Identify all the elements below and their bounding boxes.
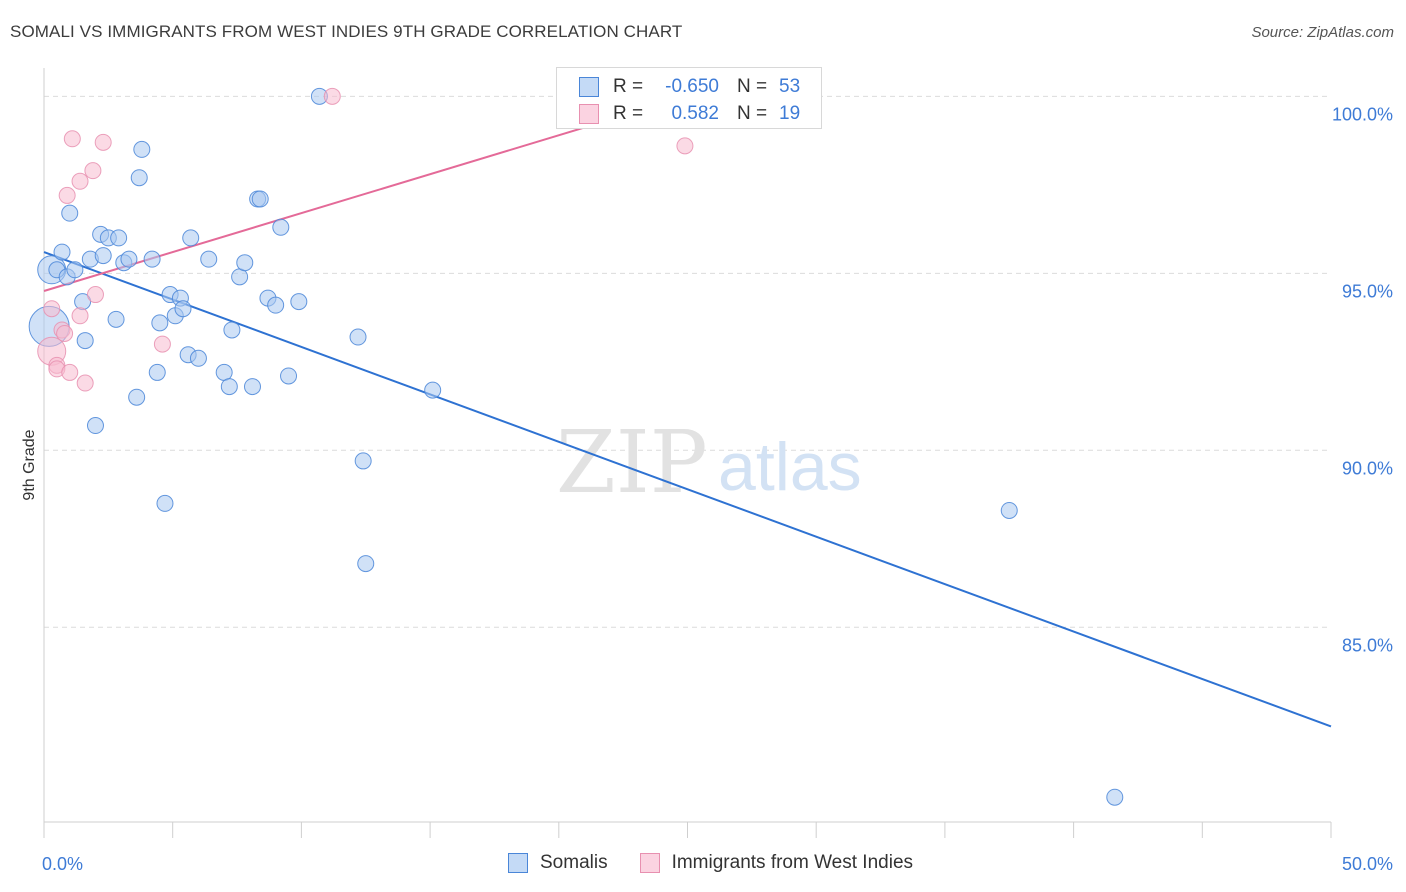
somali-point <box>133 140 151 158</box>
somali-point <box>223 321 241 339</box>
somali-point <box>151 314 169 332</box>
somali-point <box>182 229 200 247</box>
west-indies-legend-swatch <box>639 853 660 873</box>
somali-point <box>280 367 298 385</box>
west-indies-point <box>153 335 171 353</box>
west-indies-r-value: 0.582 <box>671 103 719 124</box>
west-indies-point <box>84 162 102 180</box>
west-indies-point <box>63 130 81 148</box>
legend-row-somali: R = -0.650 N = 53 <box>579 74 800 100</box>
y-tick-label: 95.0% <box>1342 281 1393 301</box>
somali-r-value: -0.650 <box>665 76 719 97</box>
somali-point <box>354 452 372 470</box>
west-indies-point <box>43 300 61 318</box>
somali-point <box>107 310 125 328</box>
somali-point <box>61 204 79 222</box>
somali-swatch <box>579 77 599 97</box>
somalis-legend-swatch <box>508 853 528 873</box>
somali-point <box>86 417 104 435</box>
y-tick-label: 100.0% <box>1332 104 1393 124</box>
somali-trend-line <box>43 251 1332 728</box>
somali-point <box>143 250 161 268</box>
west-indies-legend-label: Immigrants from West Indies <box>671 852 914 873</box>
somali-point <box>174 300 192 318</box>
legend-item-somalis: Somalis <box>508 852 608 874</box>
watermark: ZIP atlas <box>556 413 862 513</box>
somali-point <box>251 190 269 208</box>
west-indies-n-label: N = <box>737 103 768 124</box>
somali-r-label: R = <box>613 76 644 97</box>
somali-point <box>357 555 375 573</box>
somali-point <box>76 332 94 350</box>
west-indies-point <box>86 286 104 304</box>
point-layer <box>28 87 1124 806</box>
x-tick-label: 50.0% <box>1342 854 1393 874</box>
somali-point <box>156 494 174 512</box>
source-credit: Source: ZipAtlas.com <box>1251 24 1394 41</box>
somali-point <box>148 363 166 381</box>
west-indies-point <box>71 172 89 190</box>
x-tick-label: 0.0% <box>42 854 83 874</box>
somali-point <box>290 293 308 311</box>
west-indies-point <box>58 186 76 204</box>
somali-point <box>267 296 285 314</box>
somali-n-label: N = <box>737 76 768 97</box>
somali-point <box>215 363 233 381</box>
somali-point <box>53 243 71 261</box>
somali-point <box>1000 501 1018 519</box>
west-indies-n-value: 19 <box>779 103 801 124</box>
tick-layer: 100.0% 95.0% 90.0% 85.0% 0.0% 50.0% <box>42 104 1393 874</box>
somali-point <box>236 254 254 272</box>
west-indies-swatch <box>579 104 599 124</box>
somali-point <box>110 229 128 247</box>
correlation-legend: R = -0.650 N = 53 R = 0.582 N = 19 <box>556 67 822 129</box>
west-indies-point <box>71 307 89 325</box>
y-axis-label: 9th Grade <box>21 429 38 500</box>
west-indies-point <box>323 87 341 105</box>
west-indies-point <box>61 363 79 381</box>
grid-layer <box>44 95 1331 628</box>
legend-item-west-indies: Immigrants from West Indies <box>639 852 914 874</box>
trend-layer <box>43 95 1332 728</box>
somali-point <box>231 268 249 286</box>
somali-point <box>349 328 367 346</box>
y-tick-label: 85.0% <box>1342 635 1393 655</box>
somali-point <box>200 250 218 268</box>
somali-point <box>128 388 146 406</box>
chart-title: SOMALI VS IMMIGRANTS FROM WEST INDIES 9T… <box>10 22 683 41</box>
west-indies-point <box>94 133 112 151</box>
somali-n-value: 53 <box>779 76 801 97</box>
somali-point <box>66 261 84 279</box>
west-indies-point <box>76 374 94 392</box>
somali-point <box>189 349 207 367</box>
somali-point <box>130 169 148 187</box>
somali-point <box>94 247 112 265</box>
somali-point <box>120 250 138 268</box>
somalis-legend-label: Somalis <box>540 852 608 873</box>
somali-point <box>1106 788 1124 806</box>
west-indies-r-label: R = <box>613 103 644 124</box>
somali-point <box>424 381 442 399</box>
somali-point <box>272 218 290 236</box>
watermark-atlas: atlas <box>718 429 862 505</box>
y-tick-label: 90.0% <box>1342 458 1393 478</box>
somali-point <box>220 378 238 396</box>
legend-row-west-indies: R = 0.582 N = 19 <box>579 101 800 127</box>
somali-point <box>243 378 261 396</box>
series-legend: Somalis Immigrants from West Indies <box>508 852 945 874</box>
west-indies-point <box>56 324 74 342</box>
watermark-zip: ZIP <box>556 413 708 513</box>
west-indies-point <box>676 137 694 155</box>
